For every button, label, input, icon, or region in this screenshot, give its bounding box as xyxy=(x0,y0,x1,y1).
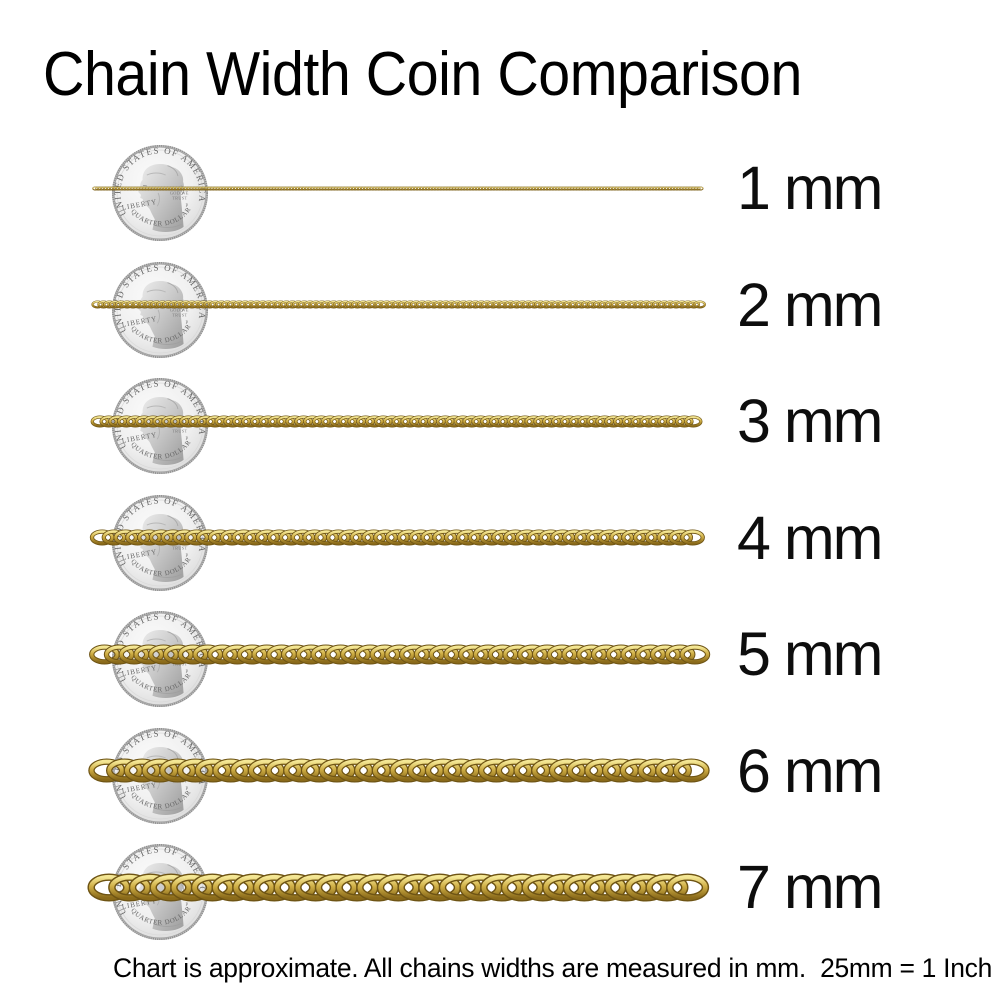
gold-chain-image xyxy=(88,758,710,783)
chain-width-label: 6 mm xyxy=(737,736,883,805)
coin-mint-mark: P xyxy=(185,903,188,908)
coin-reeded-edge xyxy=(111,144,209,242)
washington-bust xyxy=(138,397,184,466)
footer-note: Chart is approximate. All chains widths … xyxy=(113,953,992,983)
quarter-coin-image: UNITED STATES OF AMERICA QUARTER DOLLAR … xyxy=(111,261,209,358)
chain-width-label: 7 mm xyxy=(737,853,883,921)
washington-bust xyxy=(138,164,184,233)
quarter-coin-image: UNITED STATES OF AMERICA QUARTER DOLLAR … xyxy=(111,144,209,242)
gold-chain-image xyxy=(89,529,705,546)
coin-motto-line1: GOD WE xyxy=(170,190,189,195)
chain-width-label: 3 mm xyxy=(737,387,883,455)
gold-chain-image xyxy=(89,644,711,665)
coin-motto-line1: GOD WE xyxy=(170,656,189,661)
coin-mint-mark: P xyxy=(185,204,188,209)
coin-mint-mark: P xyxy=(185,787,188,792)
coin-mint-mark: P xyxy=(185,670,188,675)
coin-mint-mark: P xyxy=(185,437,188,442)
chain-width-label: 2 mm xyxy=(737,270,883,339)
coin-motto-line2: TRUST xyxy=(172,545,187,550)
coin-motto-line2: TRUST xyxy=(172,196,187,201)
coin-mint-mark: P xyxy=(185,554,188,559)
chain-width-label: 4 mm xyxy=(737,503,883,572)
chain-width-label: 1 mm xyxy=(737,154,883,222)
coin-motto-line2: TRUST xyxy=(172,312,187,317)
washington-bust xyxy=(138,280,184,349)
gold-chain-image xyxy=(87,873,710,902)
page-title: Chain Width Coin Comparison xyxy=(43,40,802,109)
coin-motto-line1: GOD WE xyxy=(170,307,189,312)
gold-chain-image xyxy=(92,186,704,191)
gold-chain-image xyxy=(90,415,703,428)
coin-motto-line2: TRUST xyxy=(172,429,187,434)
chain-width-label: 5 mm xyxy=(737,620,883,688)
gold-chain-image xyxy=(91,300,706,309)
coin-reeded-edge xyxy=(111,261,209,358)
coin-mint-mark: P xyxy=(185,321,188,326)
